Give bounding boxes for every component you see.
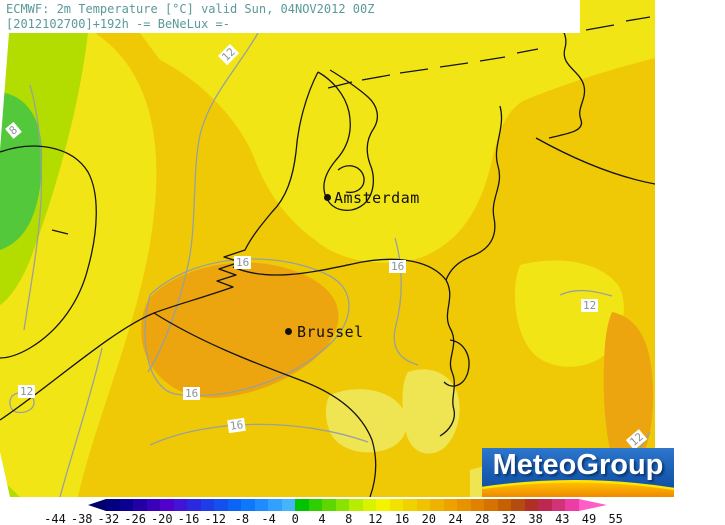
city-dot-amsterdam (324, 194, 331, 201)
colorbar-segment (268, 499, 282, 511)
colorbar-segment (146, 499, 161, 511)
colorbar-segment (173, 499, 188, 511)
colorbar-tick-label: -32 (97, 512, 120, 525)
colorbar-segment (538, 499, 552, 511)
colorbar-tick-label: -8 (234, 512, 250, 525)
colorbar-tick-label: 55 (608, 512, 623, 525)
colorbar-tick-label: 43 (555, 512, 570, 525)
colorbar-tick-label: 8 (345, 512, 353, 525)
colorbar-segment (403, 499, 417, 511)
map-yellowgreen-band (0, 33, 88, 305)
colorbar-segment (214, 499, 228, 511)
city-label-brussel: Brussel (297, 323, 364, 341)
contour-label-16: 16 (227, 417, 247, 434)
contour-label-12: 12 (18, 385, 36, 398)
colorbar-segment (376, 499, 390, 511)
colorbar-segment (457, 499, 471, 511)
colorbar-tick-label: 38 (528, 512, 543, 525)
colorbar-segment (362, 499, 377, 511)
colorbar-tick-label: -4 (261, 512, 276, 525)
colorbar-segment (160, 499, 174, 511)
colorbar-segment (416, 499, 431, 511)
map-edge-wedge-bottomleft (0, 452, 10, 497)
colorbar-segment (308, 499, 323, 511)
contour-label-16: 16 (183, 387, 201, 400)
colorbar-segment (106, 499, 120, 511)
colorbar-segment (389, 499, 404, 511)
header-line2: [2012102700]+192h -= BeNeLux =- (6, 17, 230, 31)
colorbar-segment (281, 499, 296, 511)
colorbar-segment (200, 499, 215, 511)
contour-label-12: 12 (581, 299, 599, 312)
contour-label-16: 16 (234, 256, 252, 269)
colorbar-segment (524, 499, 539, 511)
colorbar-segment (241, 499, 255, 511)
temperature-colorbar: -44 -38 -32 -26 -20 -16 -12 -8 -4 0 4 8 12 16 20 24 28 32… (0, 499, 725, 525)
colorbar-tick-label: 16 (394, 512, 410, 525)
colorbar-segment (430, 499, 444, 511)
meteogroup-logo: MeteoGroup (482, 448, 674, 497)
colorbar-tick-label: -38 (70, 512, 93, 525)
colorbar-segment (227, 499, 242, 511)
colorbar-tick-label: -44 (44, 512, 66, 525)
colorbar-segment (133, 499, 147, 511)
contour-label-16: 16 (389, 260, 407, 273)
map-orange-belgium (141, 262, 339, 398)
map-header: ECMWF: 2m Temperature [°C] valid Sun, 04… (0, 0, 580, 33)
header-line1: ECMWF: 2m Temperature [°C] valid Sun, 04… (6, 2, 375, 16)
colorbar-tick-label: -26 (124, 512, 146, 525)
coastline-border-lines (0, 5, 655, 497)
colorbar-segment (470, 499, 485, 511)
colorbar-tick-label: 20 (421, 512, 437, 525)
temperature-map (0, 0, 655, 497)
gray-contour-lines (9, 32, 651, 497)
colorbar-segment (119, 499, 134, 511)
colorbar-right-arrow (578, 499, 607, 511)
colorbar-tick-label: -12 (204, 512, 227, 525)
colorbar-tick-label: 28 (474, 512, 490, 525)
colorbar-segment (295, 499, 309, 511)
colorbar-tick-label: -20 (150, 512, 173, 525)
city-label-amsterdam: Amsterdam (334, 189, 420, 207)
colorbar-tick-label: 24 (448, 512, 463, 525)
logo-swoosh (482, 480, 674, 497)
logo-text: MeteoGroup (492, 449, 664, 481)
map-yellow-north (140, 0, 655, 263)
colorbar-tick-label: -16 (177, 512, 200, 525)
colorbar-segment (349, 499, 363, 511)
colorbar-segment (254, 499, 269, 511)
colorbar-tick-label: 49 (581, 512, 597, 525)
colorbar-segment (565, 499, 579, 511)
colorbar-segment (497, 499, 512, 511)
colorbar-segment (484, 499, 498, 511)
map-yellow-midright (514, 260, 624, 367)
colorbar-left-arrow (88, 499, 106, 511)
colorbar-segment (511, 499, 525, 511)
colorbar-segment (443, 499, 458, 511)
colorbar-tick-label: 32 (501, 512, 517, 525)
colorbar-segment (551, 499, 566, 511)
colorbar-segment (187, 499, 201, 511)
colorbar-tick-label: 0 (291, 512, 299, 525)
map-edge-wedge-topleft (0, 33, 9, 150)
colorbar-segment (335, 499, 350, 511)
colorbar-segment (322, 499, 336, 511)
colorbar-tick-label: 12 (368, 512, 383, 525)
city-dot-brussel (285, 328, 292, 335)
colorbar-tick-label: 4 (318, 512, 326, 525)
